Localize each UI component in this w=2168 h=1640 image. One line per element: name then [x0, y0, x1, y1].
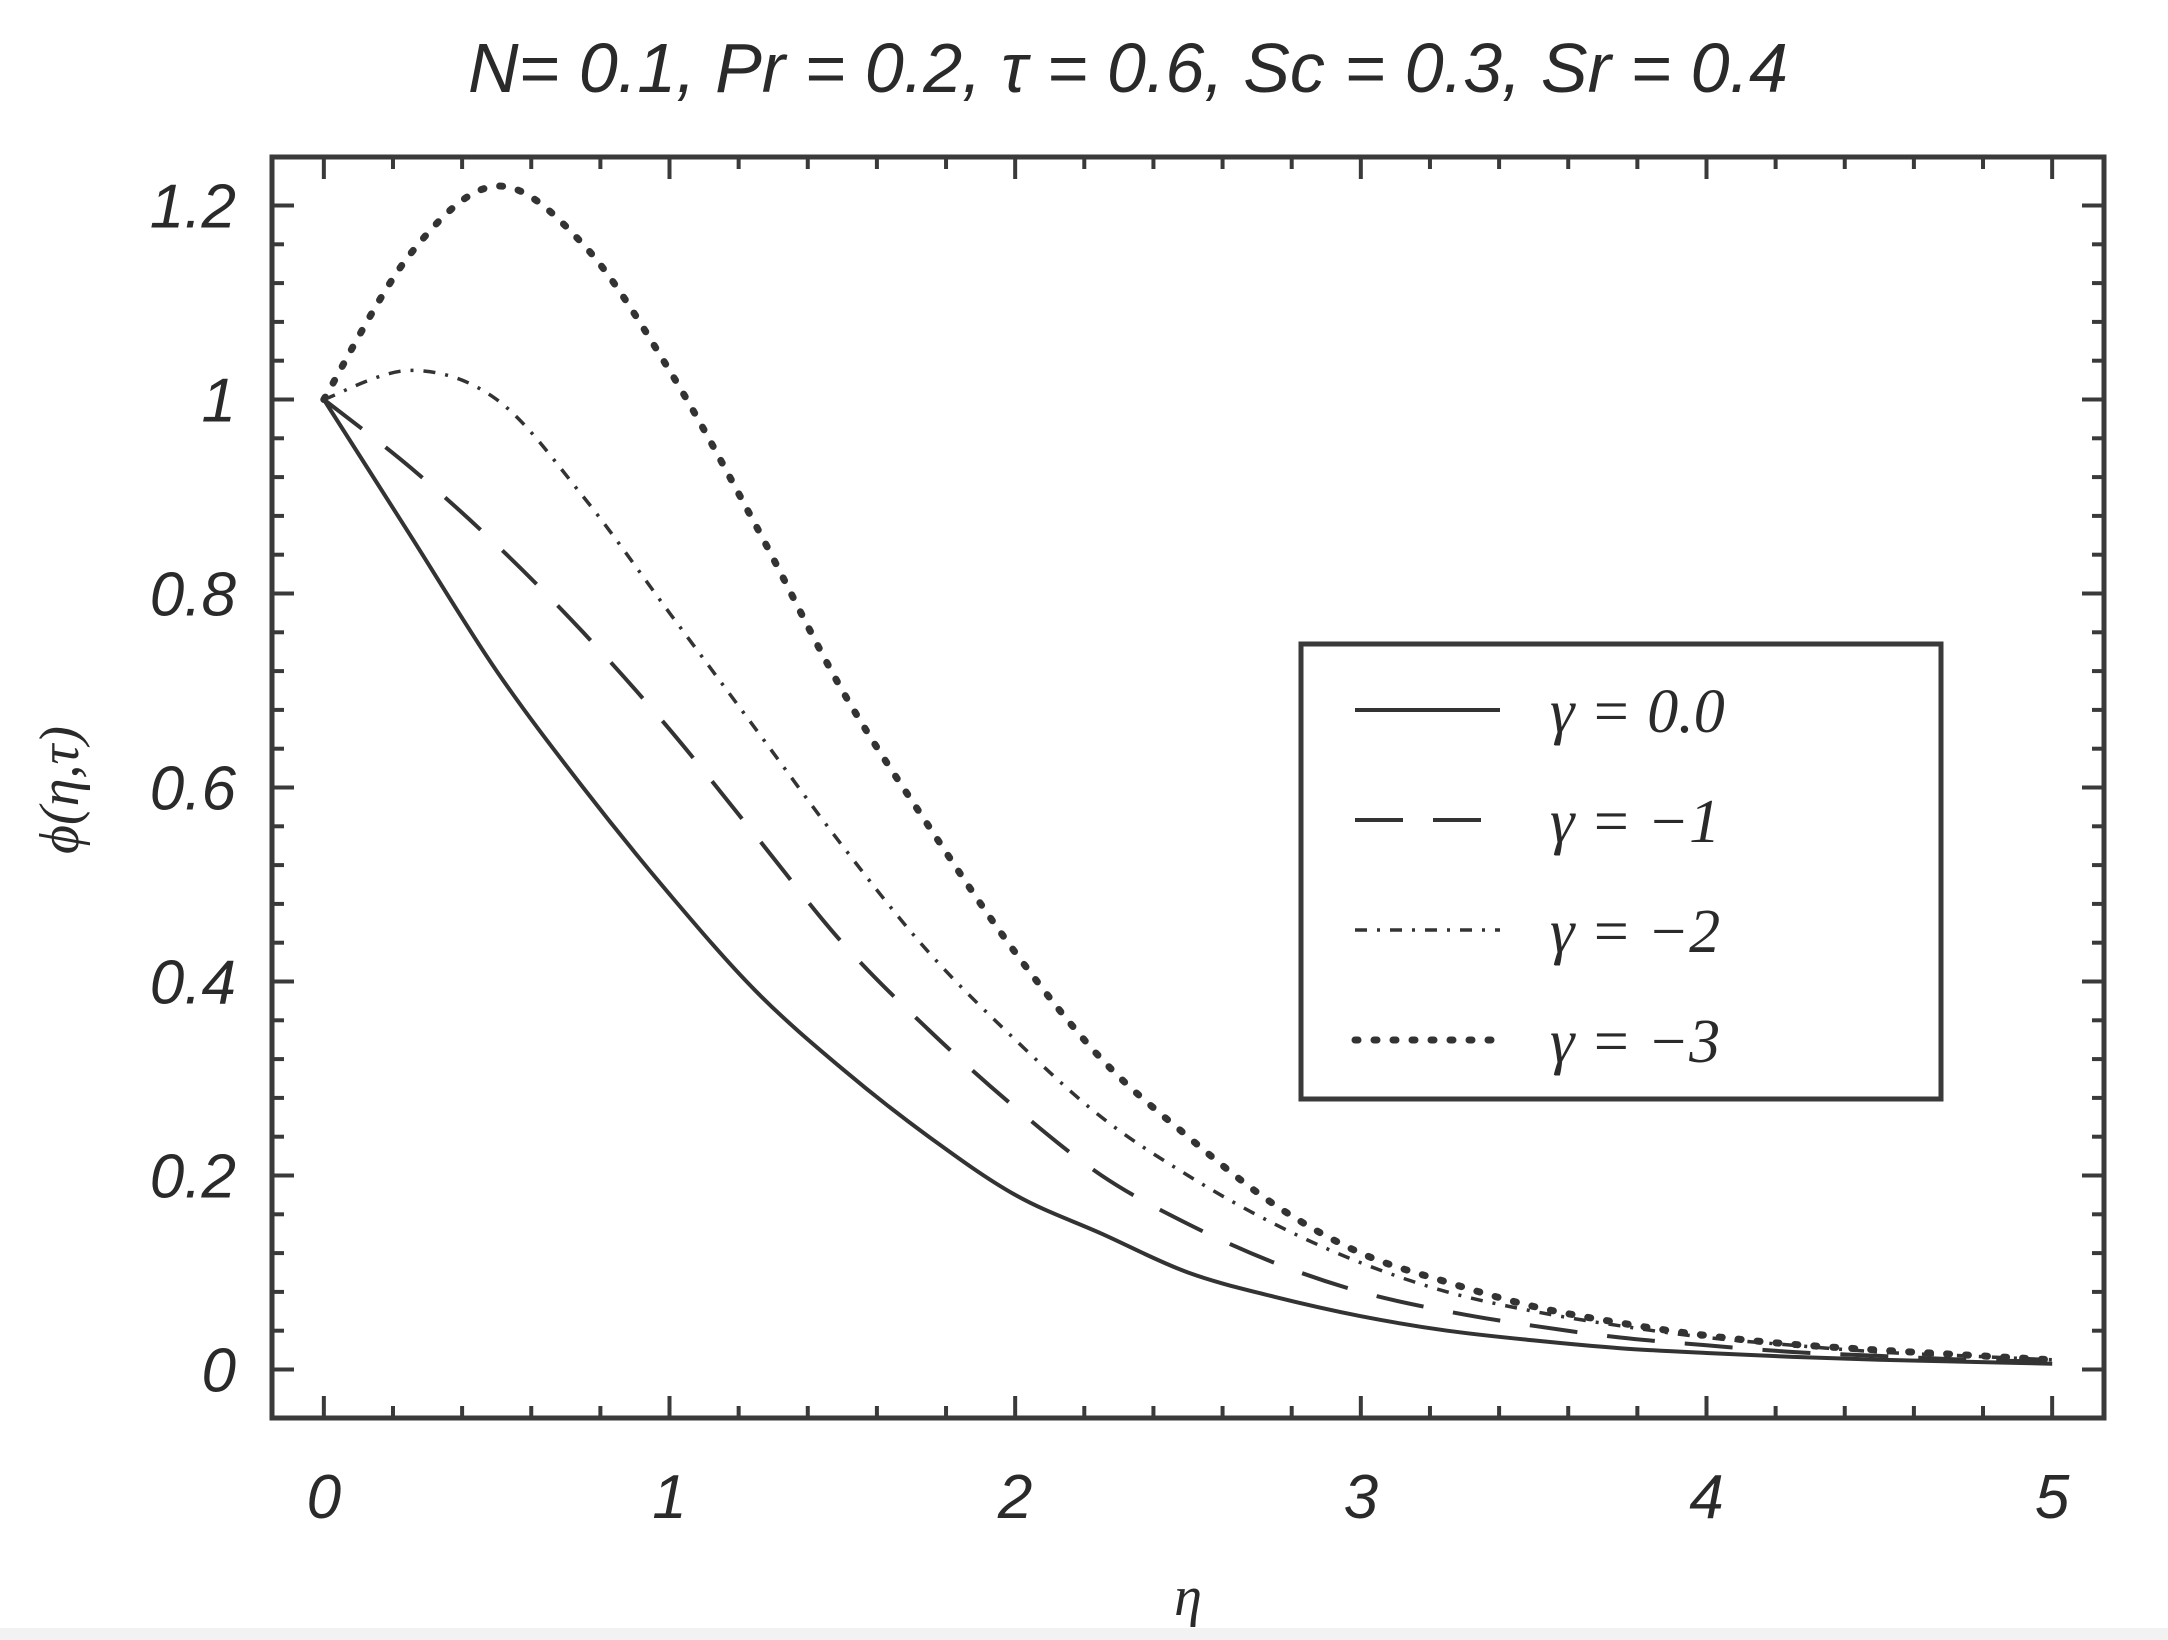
- x-tick-label: 0: [307, 1463, 341, 1532]
- y-tick-label: 0.6: [150, 755, 237, 824]
- x-tick-label: 1: [652, 1463, 686, 1532]
- chart-title: N= 0.1, Pr = 0.2, τ = 0.6, Sc = 0.3, Sr …: [468, 29, 1788, 107]
- series-line-1: [322, 398, 2053, 1366]
- legend: γ = 0.0 γ = −1 γ = −2 γ = −3: [1298, 641, 1944, 1102]
- bottom-strip: [0, 1628, 2168, 1640]
- x-tick-label: 5: [2035, 1463, 2070, 1532]
- x-tick-label: 4: [1689, 1463, 1723, 1532]
- ticks-layer: [272, 157, 2104, 1418]
- legend-label-3: γ = −2: [1550, 898, 1720, 966]
- legend-label-1: γ = 0.0: [1550, 678, 1725, 746]
- legend-label-4: γ = −3: [1550, 1008, 1720, 1076]
- legend-entries: γ = 0.0 γ = −1 γ = −2 γ = −3: [1351, 678, 1725, 1076]
- y-tick-label: 0.4: [150, 949, 236, 1018]
- y-tick-label: 1: [202, 367, 236, 436]
- series-layer: [320, 182, 2056, 1366]
- series-line-3: [323, 368, 2053, 1362]
- legend-box: [1298, 641, 1944, 1102]
- y-axis-label: ϕ(η,τ): [29, 726, 91, 854]
- x-axis-label: η: [1174, 1566, 1202, 1628]
- tick-labels-layer: 0 1 2 3 4 5 0 0.2 0.4 0.6 0.8 1 1.2: [150, 173, 2070, 1533]
- y-tick-label: 0.2: [150, 1143, 236, 1212]
- x-tick-label: 2: [997, 1463, 1032, 1532]
- x-tick-label: 3: [1344, 1463, 1378, 1532]
- series-line-4: [320, 182, 2056, 1364]
- y-tick-label: 0: [202, 1337, 236, 1406]
- y-tick-label: 1.2: [150, 173, 236, 242]
- legend-label-2: γ = −1: [1550, 788, 1720, 856]
- y-tick-label: 0.8: [150, 561, 237, 630]
